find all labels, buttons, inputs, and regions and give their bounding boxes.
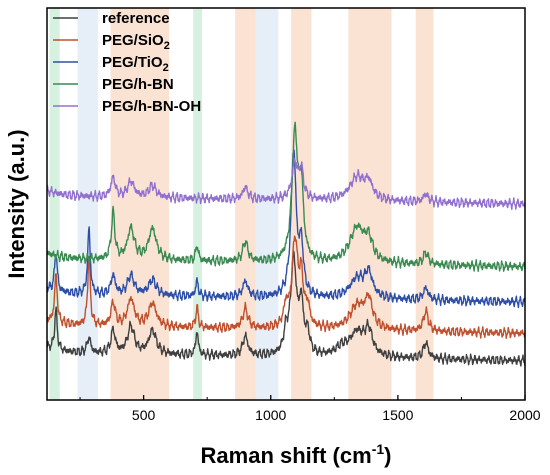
highlight-bands <box>49 8 434 400</box>
series-line <box>46 235 526 339</box>
plot-frame <box>46 7 526 401</box>
x-axis-ticks: 500 1000 1500 2000 <box>79 395 541 423</box>
x-axis-title: Raman shift (cm-1) <box>201 441 392 468</box>
series-line <box>46 149 526 309</box>
highlight-band <box>49 8 60 400</box>
highlight-band <box>235 8 256 400</box>
x-axis-title-tail: ) <box>384 443 391 468</box>
series-lines <box>46 121 526 367</box>
x-tick-label: 500 <box>132 407 156 423</box>
highlight-band <box>77 8 98 400</box>
series-line <box>46 121 526 272</box>
legend-label: PEG/h-BN <box>102 76 174 93</box>
highlight-band <box>291 8 312 400</box>
highlight-band <box>193 8 203 400</box>
highlight-band <box>110 8 170 400</box>
x-tick-label: 1500 <box>382 407 413 423</box>
legend-label: PEG/TiO2 <box>102 54 169 74</box>
legend-label: PEG/SiO2 <box>102 32 170 52</box>
legend-label: PEG/h-BN-OH <box>102 98 201 115</box>
x-tick-label: 2000 <box>509 407 540 423</box>
x-axis-title-sup: -1 <box>372 441 385 457</box>
x-tick-label: 1000 <box>255 407 286 423</box>
highlight-band <box>348 8 392 400</box>
highlight-band <box>255 8 279 400</box>
series-line <box>46 250 526 367</box>
series-line <box>46 157 526 210</box>
legend-label: reference <box>102 10 170 27</box>
x-axis-title-main: Raman shift (cm <box>201 443 372 468</box>
y-axis-title: Intensity (a.u.) <box>4 129 29 278</box>
highlight-band <box>415 8 434 400</box>
